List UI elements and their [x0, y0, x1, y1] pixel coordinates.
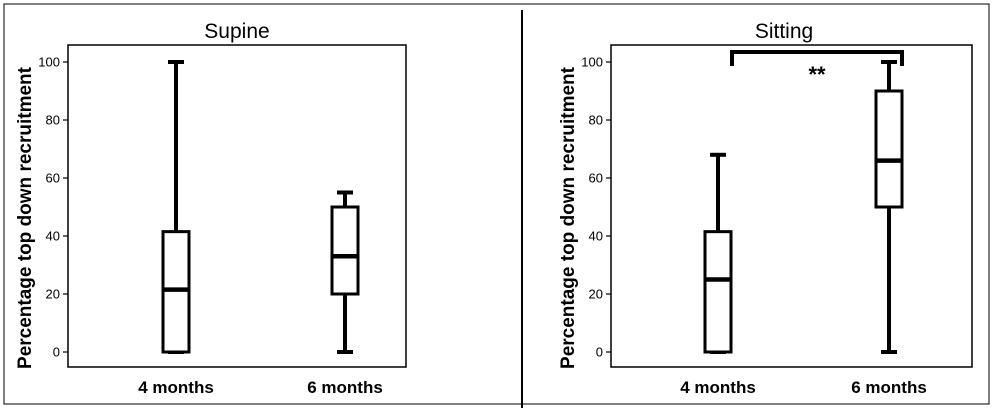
y-axis-label: Percentage top down recruitment: [558, 66, 579, 369]
y-tick-label: 40: [589, 229, 603, 244]
y-axis-label: Percentage top down recruitment: [15, 66, 36, 369]
box-1: [703, 152, 733, 354]
panel-title: Sitting: [755, 20, 813, 43]
y-tick-label: 20: [46, 287, 60, 302]
iqr-box: [874, 89, 904, 209]
box-1: [161, 60, 191, 354]
y-tick-label: 0: [596, 345, 603, 360]
iqr-box: [330, 205, 360, 296]
y-tick-label: 40: [46, 229, 60, 244]
y-tick-label: 100: [38, 55, 60, 70]
x-tick-label: 6 months: [851, 378, 927, 397]
plot-frame: [610, 44, 973, 368]
significance-bracket: [730, 50, 904, 66]
panel-sitting: Sitting Percentage top down recruitment …: [558, 20, 973, 397]
panel-supine: Supine Percentage top down recruitment 0…: [15, 20, 407, 397]
y-tick-label: 60: [46, 171, 60, 186]
significance-label: **: [808, 62, 826, 87]
y-tick-label: 60: [589, 171, 603, 186]
box-2: [330, 190, 360, 354]
figure-border: [3, 3, 990, 405]
x-tick-label: 6 months: [307, 378, 383, 397]
y-tick-label: 20: [589, 287, 603, 302]
y-tick-label: 0: [53, 345, 60, 360]
x-tick-label: 4 months: [138, 378, 214, 397]
panel-title: Supine: [204, 20, 269, 43]
plot-frame: [67, 44, 407, 368]
y-tick-label: 100: [581, 55, 603, 70]
iqr-box: [703, 230, 733, 354]
y-tick-label: 80: [46, 113, 60, 128]
x-tick-label: 4 months: [680, 378, 756, 397]
y-tick-label: 80: [589, 113, 603, 128]
box-2: [874, 60, 904, 354]
